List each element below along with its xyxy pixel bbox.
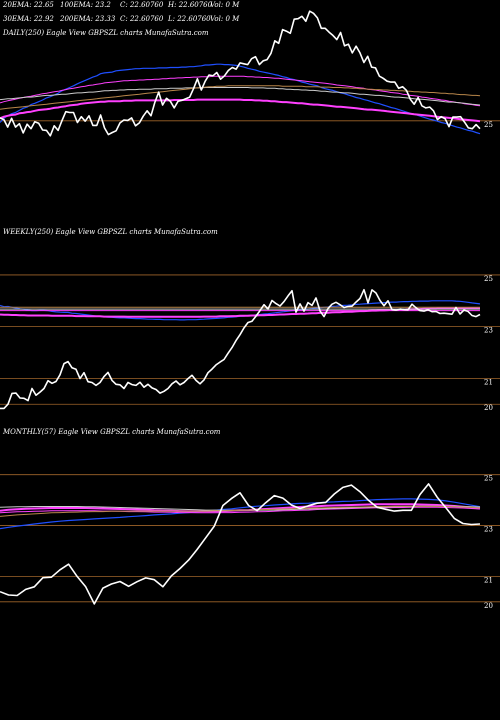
y-tick-label: 20 xyxy=(484,404,493,412)
y-tick-label: 25 xyxy=(484,475,493,483)
monthly-panel: 25 23 21 20 xyxy=(0,474,500,610)
header-low: L: 22.60760 xyxy=(167,15,211,23)
y-tick-label: 20 xyxy=(484,602,493,610)
header-close-2: C: 22.60760 xyxy=(120,15,164,23)
header-20ema: 20EMA: 22.65 xyxy=(2,1,54,9)
y-tick-label: 25 xyxy=(484,121,493,129)
ema-white-line xyxy=(0,87,481,106)
y-tick-label: 23 xyxy=(484,327,493,335)
ema-fast-line xyxy=(0,498,481,530)
y-tick-label: 23 xyxy=(484,526,493,534)
header-close-1: C: 22.60760 xyxy=(120,1,164,9)
ema-header: 20EMA: 22.65 100EMA: 23.2 C: 22.60760 H:… xyxy=(2,1,240,23)
daily-panel-title: DAILY(250) Eagle View GBPSZL charts Muna… xyxy=(2,29,209,37)
ema-pink-line xyxy=(0,75,481,107)
header-30ema: 30EMA: 22.92 xyxy=(3,15,54,23)
ema-pink-line xyxy=(0,506,481,514)
header-200ema: 200EMA: 23.33 xyxy=(59,15,116,23)
price-line xyxy=(0,483,481,605)
price-line xyxy=(0,288,481,410)
daily-panel: 25 xyxy=(0,10,500,137)
monthly-panel-title: MONTHLY(57) Eagle View GBPSZL charts Mun… xyxy=(2,428,221,436)
ema-brown-line xyxy=(0,85,481,110)
ema-fast-line xyxy=(0,63,481,135)
price-line xyxy=(0,10,481,137)
header-vol-1: Vol: 0 M xyxy=(210,1,240,9)
weekly-panel: 25 23 21 20 xyxy=(0,274,500,412)
ema-thick-line xyxy=(0,98,481,123)
header-100ema: 100EMA: 23.2 xyxy=(60,1,111,9)
y-tick-label: 25 xyxy=(484,275,493,283)
ema-brown-line xyxy=(0,505,481,517)
y-tick-label: 21 xyxy=(484,378,493,386)
weekly-panel-title: WEEKLY(250) Eagle View GBPSZL charts Mun… xyxy=(3,228,218,236)
header-high: H: 22.60760 xyxy=(167,1,213,9)
header-vol-2: Vol: 0 M xyxy=(210,15,240,23)
y-tick-label: 21 xyxy=(484,576,493,584)
